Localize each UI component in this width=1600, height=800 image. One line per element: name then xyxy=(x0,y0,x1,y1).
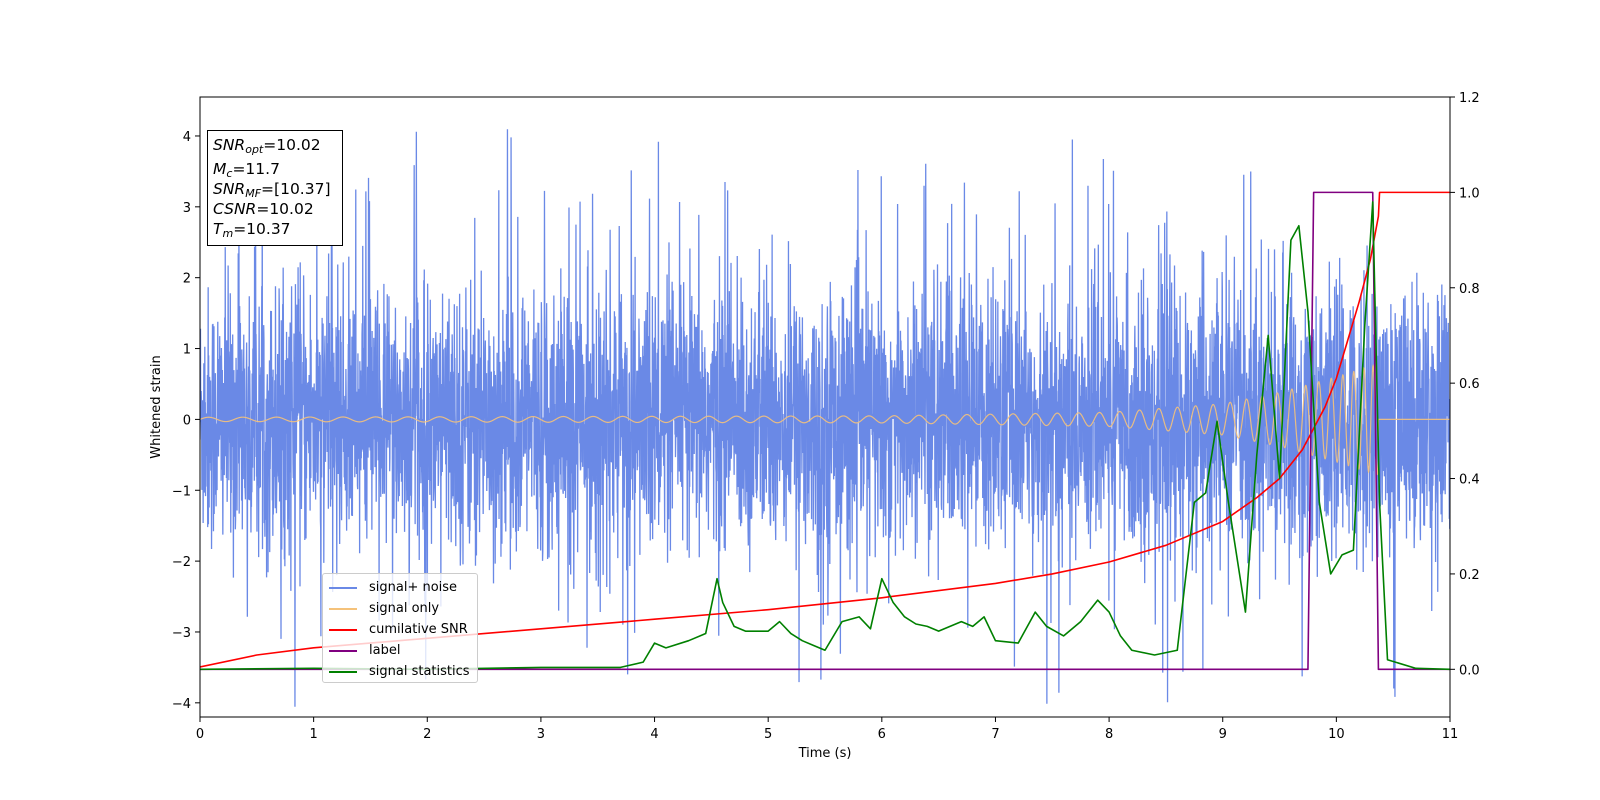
x-tick-label: 3 xyxy=(537,727,545,742)
series-signal-noise xyxy=(200,129,1450,707)
x-tick-label: 6 xyxy=(878,727,886,742)
snr-info-box: SNRopt=10.02 Mc=11.7 SNRMF=[10.37] CSNR=… xyxy=(207,130,343,246)
y-left-tick-label: 0 xyxy=(183,413,191,428)
legend: signal+ noise signal only cumilative SNR… xyxy=(322,573,478,683)
legend-item-signal-noise: signal+ noise xyxy=(323,577,477,598)
series-cumulative-snr xyxy=(200,191,1450,668)
tm-row: Tm=10.37 xyxy=(213,220,291,240)
csnr-row: CSNR=10.02 xyxy=(213,200,314,218)
snr-opt-row: SNRopt=10.02 xyxy=(213,136,321,156)
y-left-tick-label: −3 xyxy=(172,626,191,641)
y-left-tick-label: −4 xyxy=(172,697,191,712)
y-left-tick-label: −2 xyxy=(172,555,191,570)
y-right-tick-label: 0.6 xyxy=(1459,377,1480,392)
legend-item-cumulative-snr: cumilative SNR xyxy=(323,619,477,640)
y-right-tick-label: 0.2 xyxy=(1459,568,1480,583)
y-right-tick-label: 1.0 xyxy=(1459,186,1480,201)
legend-label: cumilative SNR xyxy=(369,622,468,637)
x-tick-label: 10 xyxy=(1328,727,1345,742)
plot-frame xyxy=(199,96,1451,718)
mc-row: Mc=11.7 xyxy=(213,160,280,180)
legend-item-signal-statistics: signal statistics xyxy=(323,661,477,682)
y-left-tick-label: 3 xyxy=(183,201,191,216)
y-axis-left: −4 −3 −2 −1 0 1 2 3 4 xyxy=(172,130,200,712)
x-tick-label: 4 xyxy=(650,727,658,742)
x-tick-label: 8 xyxy=(1105,727,1113,742)
series-layer xyxy=(200,129,1450,707)
tm-value: =10.37 xyxy=(233,220,291,238)
x-tick-label: 5 xyxy=(764,727,772,742)
legend-label: signal+ noise xyxy=(369,580,458,595)
legend-item-label: label xyxy=(323,640,477,661)
x-axis-label: Time (s) xyxy=(798,746,852,761)
series-signal-statistics xyxy=(200,201,1450,671)
y-axis-right: 0.0 0.2 0.4 0.6 0.8 1.0 1.2 xyxy=(1450,91,1480,678)
legend-swatch xyxy=(329,649,357,652)
legend-swatch xyxy=(329,586,357,589)
legend-swatch xyxy=(329,607,357,610)
x-tick-label: 9 xyxy=(1219,727,1227,742)
legend-label: signal statistics xyxy=(369,664,470,679)
series-label xyxy=(200,191,1450,671)
csnr-value: =10.02 xyxy=(256,200,314,218)
y-axis-label: Whitened strain xyxy=(149,355,164,458)
mc-value: =11.7 xyxy=(232,160,280,178)
x-tick-label: 11 xyxy=(1442,727,1459,742)
legend-label: signal only xyxy=(369,601,440,616)
y-right-tick-label: 0.4 xyxy=(1459,473,1480,488)
x-tick-label: 0 xyxy=(196,727,204,742)
x-axis: 0 1 2 3 4 5 6 7 8 9 10 11 xyxy=(196,717,1458,742)
y-left-tick-label: 4 xyxy=(183,130,191,145)
y-right-tick-label: 1.2 xyxy=(1459,91,1480,106)
series-signal-only xyxy=(200,363,1450,476)
x-tick-label: 7 xyxy=(991,727,999,742)
snr-opt-value: =10.02 xyxy=(263,136,321,154)
y-left-tick-label: 1 xyxy=(183,343,191,358)
x-tick-label: 1 xyxy=(309,727,317,742)
y-left-tick-label: −1 xyxy=(172,484,191,499)
legend-label: label xyxy=(369,643,401,658)
legend-swatch xyxy=(329,628,357,631)
legend-item-signal-only: signal only xyxy=(323,598,477,619)
y-right-tick-label: 0.8 xyxy=(1459,282,1480,297)
snr-mf-row: SNRMF=[10.37] xyxy=(213,180,331,200)
x-tick-label: 2 xyxy=(423,727,431,742)
legend-swatch xyxy=(329,670,357,673)
y-left-tick-label: 2 xyxy=(183,272,191,287)
snr-mf-value: =[10.37] xyxy=(261,180,331,198)
y-right-tick-label: 0.0 xyxy=(1459,663,1480,678)
